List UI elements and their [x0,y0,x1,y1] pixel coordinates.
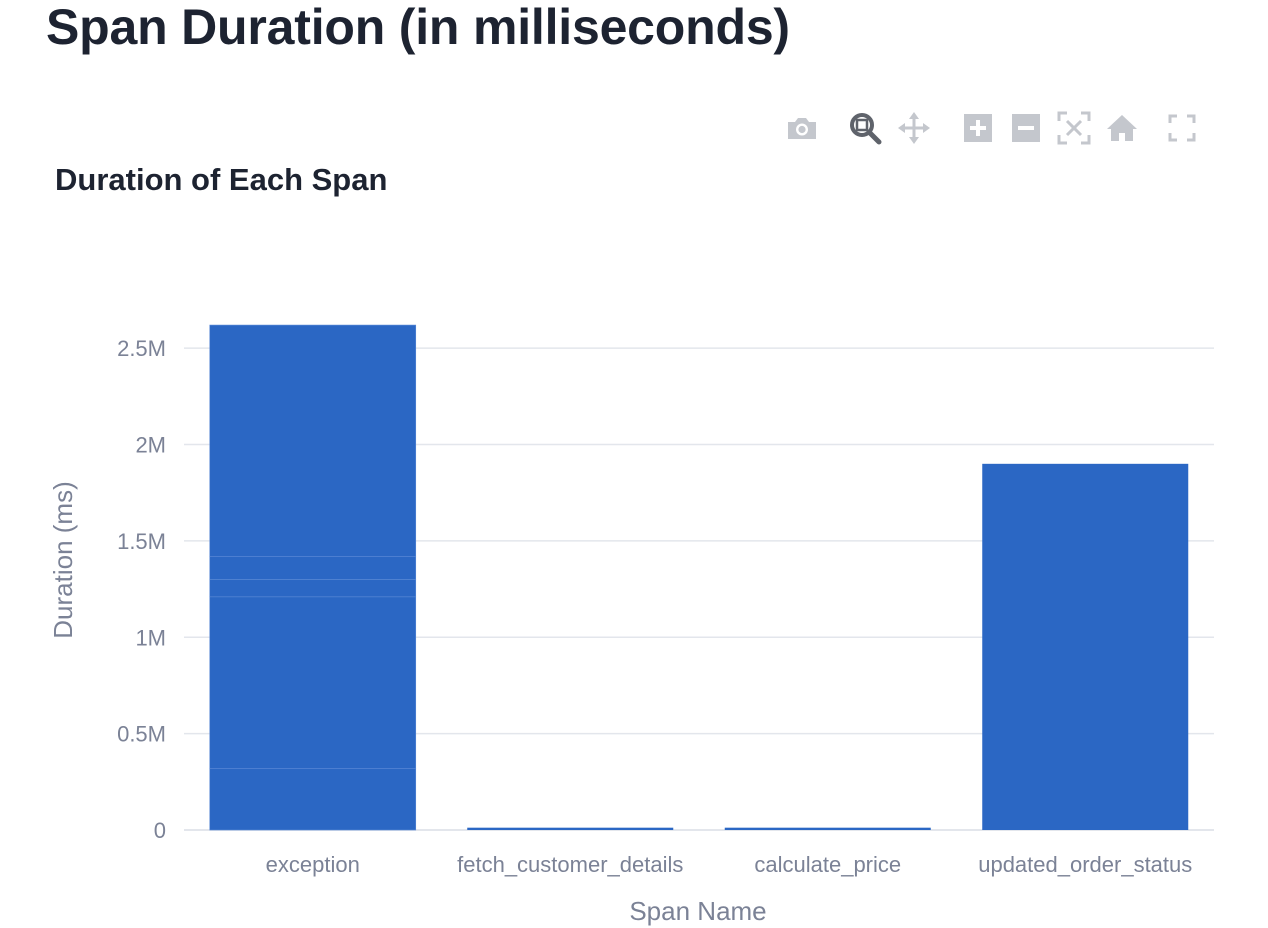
zoom-icon [850,113,882,145]
chart-title: Duration of Each Span [55,162,387,197]
zoom-out-button[interactable] [1006,106,1046,150]
y-tick-label: 1M [135,625,166,650]
y-axis-label: Duration (ms) [48,481,78,638]
y-tick-label: 2.5M [117,336,166,361]
bar-exception[interactable] [209,579,417,598]
x-axis-label: Span Name [629,896,766,926]
y-tick-label: 1.5M [117,529,166,554]
bars [209,324,1189,831]
y-tick-label: 0.5M [117,722,166,747]
download-plot-button[interactable] [782,106,822,150]
chart-container: Duration of Each Span 0 0.5M 1M 1.5M 2M 2.5M … [0,150,1268,928]
y-axis-ticks: 0 0.5M 1M 1.5M 2M 2.5M [117,336,166,843]
autoscale-button[interactable] [1054,106,1094,150]
fullscreen-icon [1168,114,1196,142]
bar-exception[interactable] [209,324,417,557]
zoom-in-button[interactable] [958,106,998,150]
bar-fetch_customer_details[interactable] [467,827,674,830]
y-tick-label: 0 [154,818,166,843]
bar-updated_order_status[interactable] [982,463,1189,830]
x-tick-label: calculate_price [754,852,901,877]
pan-button[interactable] [894,106,934,150]
camera-icon [788,118,816,139]
x-tick-label: updated_order_status [978,852,1192,877]
zoom-button[interactable] [845,106,885,150]
chart-modebar [780,106,1200,150]
fullscreen-button[interactable] [1162,106,1202,150]
bar-exception[interactable] [209,556,417,580]
reset-axes-button[interactable] [1102,106,1142,150]
y-tick-label: 2M [135,433,166,458]
zoom-in-icon [964,114,992,142]
bar-chart[interactable]: Duration of Each Span 00.5M1M1.5M2M2.5M … [0,150,1268,928]
x-tick-label: fetch_customer_details [457,852,683,877]
autoscale-icon [1057,111,1091,145]
pan-icon [898,112,930,144]
bar-exception[interactable] [209,768,417,831]
x-axis-ticks: exception fetch_customer_details calculate… [266,852,1193,877]
bar-exception[interactable] [209,596,417,769]
page-title: Span Duration (in milliseconds) [46,0,790,55]
x-tick-label: exception [266,852,360,877]
bar-calculate_price[interactable] [724,827,931,830]
home-icon [1107,115,1137,141]
zoom-out-icon [1012,114,1040,142]
